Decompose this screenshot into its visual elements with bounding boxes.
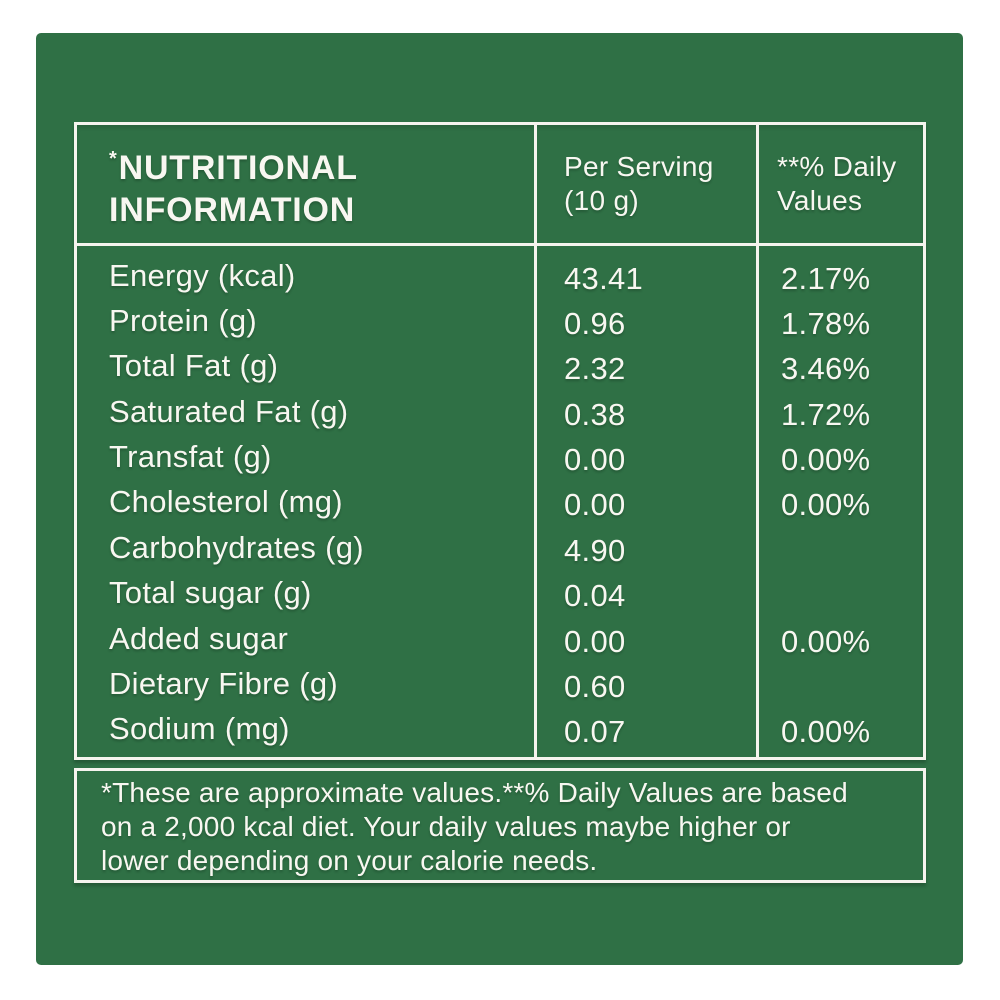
row-label-carbohydrates: Carbohydrates (g) [109, 529, 364, 565]
footnote-line-1: *These are approximate values.**% Daily … [101, 777, 848, 808]
footnote-box: *These are approximate values.**% Daily … [74, 768, 926, 883]
column-divider-2 [756, 125, 759, 757]
row-daily-cholesterol: 0.00% [781, 487, 871, 523]
row-daily-dietary-fibre [756, 661, 923, 706]
table-title: *NUTRITIONAL INFORMATION [109, 138, 439, 231]
row-serving-cholesterol: 0.00 [564, 487, 626, 523]
row-label-added-sugar: Added sugar [109, 620, 289, 656]
row-daily-total-sugar [756, 571, 923, 616]
row-daily-carbohydrates [756, 525, 923, 570]
table-body: Energy (kcal) 43.41 2.17% Protein (g) 0.… [77, 246, 923, 757]
nutrition-table: *NUTRITIONAL INFORMATION Per Serving (10… [74, 122, 926, 760]
row-daily-added-sugar: 0.00% [781, 623, 871, 659]
per-serving-line2: (10 g) [564, 185, 639, 216]
row-serving-protein: 0.96 [564, 306, 626, 342]
per-serving-line1: Per Serving [564, 151, 714, 182]
row-serving-dietary-fibre: 0.60 [564, 668, 626, 704]
column-header-daily-values: **% Daily Values [756, 125, 923, 243]
row-daily-protein: 1.78% [781, 306, 871, 342]
row-label-energy: Energy (kcal) [109, 257, 296, 293]
row-daily-energy: 2.17% [781, 260, 871, 296]
row-label-saturated-fat: Saturated Fat (g) [109, 393, 349, 429]
row-serving-total-sugar: 0.04 [564, 578, 626, 614]
row-daily-sodium: 0.00% [781, 714, 871, 750]
row-daily-saturated-fat: 1.72% [781, 396, 871, 432]
row-serving-total-fat: 2.32 [564, 351, 626, 387]
row-serving-added-sugar: 0.00 [564, 623, 626, 659]
row-label-total-fat: Total Fat (g) [109, 348, 279, 384]
footnote-line-3: lower depending on your calorie needs. [101, 845, 598, 876]
title-text: NUTRITIONAL INFORMATION [109, 148, 358, 229]
row-label-cholesterol: Cholesterol (mg) [109, 484, 343, 520]
table-header-row: *NUTRITIONAL INFORMATION Per Serving (10… [77, 125, 923, 246]
row-label-total-sugar: Total sugar (g) [109, 575, 312, 611]
row-serving-saturated-fat: 0.38 [564, 396, 626, 432]
table-title-cell: *NUTRITIONAL INFORMATION [77, 125, 534, 243]
daily-values-line2: Values [777, 185, 863, 216]
row-label-protein: Protein (g) [109, 303, 258, 339]
footnote-line-2: on a 2,000 kcal diet. Your daily values … [101, 811, 791, 842]
row-daily-total-fat: 3.46% [781, 351, 871, 387]
nutrition-label-panel: *NUTRITIONAL INFORMATION Per Serving (10… [36, 33, 963, 965]
column-header-per-serving: Per Serving (10 g) [534, 125, 756, 243]
column-divider-1 [534, 125, 537, 757]
row-label-dietary-fibre: Dietary Fibre (g) [109, 665, 339, 701]
row-serving-transfat: 0.00 [564, 442, 626, 478]
row-serving-energy: 43.41 [564, 260, 644, 296]
row-serving-sodium: 0.07 [564, 714, 626, 750]
row-label-transfat: Transfat (g) [109, 439, 272, 475]
row-serving-carbohydrates: 4.90 [564, 532, 626, 568]
row-label-sodium: Sodium (mg) [109, 711, 290, 747]
daily-values-line1: **% Daily [777, 151, 897, 182]
title-asterisk: * [109, 147, 118, 170]
row-daily-transfat: 0.00% [781, 442, 871, 478]
